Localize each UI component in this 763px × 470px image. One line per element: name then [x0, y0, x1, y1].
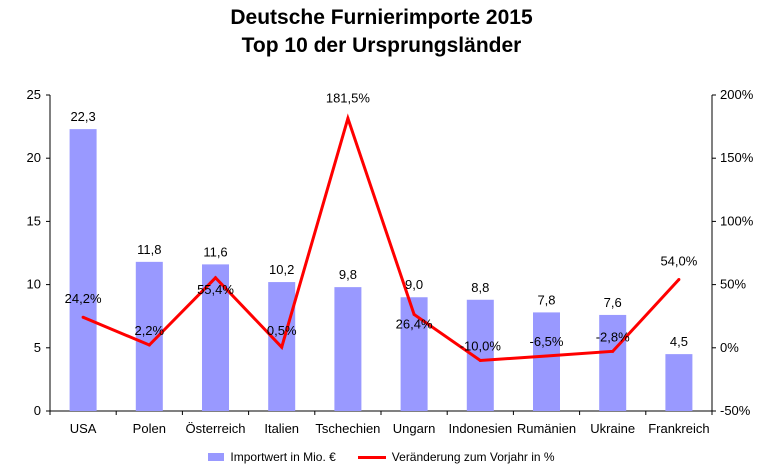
y-left-tick-label: 10	[27, 277, 41, 292]
x-tick-label: Indonesien	[448, 421, 512, 436]
x-tick-label: Ungarn	[393, 421, 436, 436]
y-right-tick-label: 200%	[720, 87, 754, 102]
line-point	[346, 116, 350, 120]
chart-subtitle: Top 10 der Ursprungsländer	[241, 34, 522, 57]
line-data-label: 24,2%	[65, 291, 102, 306]
line-data-label: 55,4%	[197, 282, 234, 297]
line-point	[280, 345, 284, 349]
line-point	[677, 278, 681, 282]
y-right-tick-label: 0%	[720, 340, 739, 355]
x-tick-label: Österreich	[186, 421, 246, 436]
bar-data-label: 11,8	[137, 242, 161, 257]
bar-data-label: 9,0	[405, 277, 423, 292]
legend-item-line: Veränderung zum Vorjahr in %	[357, 450, 555, 464]
y-right-tick-label: -50%	[720, 403, 751, 418]
y-left-tick-label: 25	[27, 87, 41, 102]
bar-data-label: 11,6	[203, 244, 227, 259]
line-data-label: 2,2%	[134, 323, 164, 338]
bar	[599, 314, 627, 411]
line-point	[611, 349, 615, 353]
line-data-label: 181,5%	[326, 90, 371, 105]
line-data-label: -2,8%	[596, 329, 630, 344]
bar-data-label: 4,5	[670, 334, 688, 349]
bar-data-label: 10,2	[269, 262, 294, 277]
line-point	[147, 343, 151, 347]
legend-label-line: Veränderung zum Vorjahr in %	[391, 450, 555, 464]
line-data-label: -10,0%	[460, 338, 502, 353]
line-data-label: -6,5%	[530, 334, 564, 349]
line-data-label: 54,0%	[660, 254, 697, 269]
x-tick-label: Rumänien	[517, 421, 576, 436]
legend: Importwert in Mio. € Veränderung zum Vor…	[0, 450, 763, 464]
bar-data-label: 7,8	[537, 292, 555, 307]
line-point	[545, 354, 548, 358]
legend-label-bars: Importwert in Mio. €	[230, 450, 336, 464]
bar	[533, 312, 560, 411]
legend-swatch-bars	[208, 453, 225, 461]
x-tick-label: USA	[70, 421, 97, 436]
x-tick-label: Polen	[133, 421, 166, 436]
y-right-tick-label: 100%	[720, 213, 754, 228]
x-tick-label: Ukraine	[590, 421, 635, 436]
bar-data-label: 7,6	[604, 295, 622, 310]
bar-data-label: 8,8	[471, 280, 489, 295]
bar-data-label: 22,3	[70, 109, 95, 124]
bar-data-label: 9,8	[339, 267, 357, 282]
y-left-tick-label: 20	[27, 150, 41, 165]
x-tick-label: Frankreich	[648, 421, 709, 436]
legend-item-bars: Importwert in Mio. €	[208, 450, 336, 464]
legend-swatch-line	[357, 455, 386, 459]
line-point	[478, 358, 482, 362]
line-series	[82, 113, 681, 362]
line-data-label: 0,5%	[267, 323, 297, 338]
y-right-tick-label: 150%	[720, 150, 754, 165]
y-right-tick-label: 50%	[720, 277, 746, 292]
line-point	[214, 276, 217, 280]
line-data-label: 26,4%	[396, 316, 433, 331]
y-left-tick-label: 5	[34, 340, 41, 355]
y-left-tick-label: 15	[27, 213, 41, 228]
line-point	[81, 315, 85, 319]
x-tick-label: Tschechien	[315, 421, 380, 436]
x-tick-label: Italien	[264, 421, 299, 436]
bar	[69, 129, 97, 412]
bar	[334, 287, 362, 411]
bar	[665, 354, 693, 411]
chart-title: Deutsche Furnierimporte 2015	[230, 6, 533, 29]
y-left-tick-label: 0	[34, 403, 41, 418]
line-point	[412, 312, 416, 316]
